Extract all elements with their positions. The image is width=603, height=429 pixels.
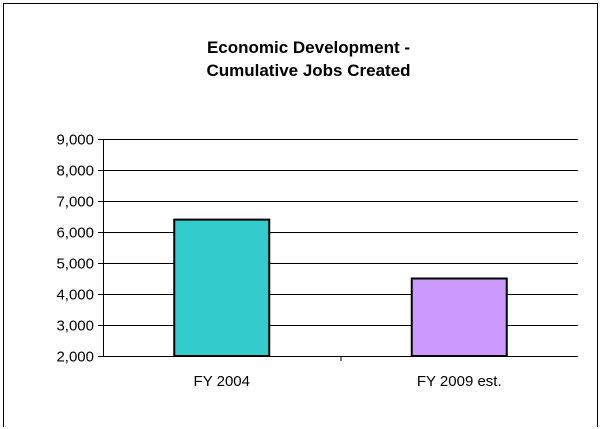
bar-fy-2004 <box>173 218 271 357</box>
bar-fy-2009-est <box>410 277 508 357</box>
y-tick-label: 5,000 <box>56 256 94 273</box>
chart-title: Economic Development - Cumulative Jobs C… <box>0 36 603 82</box>
x-tick-label: FY 2009 est. <box>417 373 502 390</box>
chart-title-line-1: Economic Development - <box>206 38 411 57</box>
y-tick-label: 4,000 <box>56 287 94 304</box>
y-tick-label: 7,000 <box>56 194 94 211</box>
y-tick-label: 8,000 <box>56 163 94 180</box>
y-tick-label: 3,000 <box>56 318 94 335</box>
y-tick-label: 6,000 <box>56 225 94 242</box>
y-tick-label: 2,000 <box>56 349 94 366</box>
y-tick-label: 9,000 <box>56 132 94 149</box>
x-tick-label: FY 2004 <box>194 373 250 390</box>
chart-title-line-2: Cumulative Jobs Created <box>206 61 411 80</box>
